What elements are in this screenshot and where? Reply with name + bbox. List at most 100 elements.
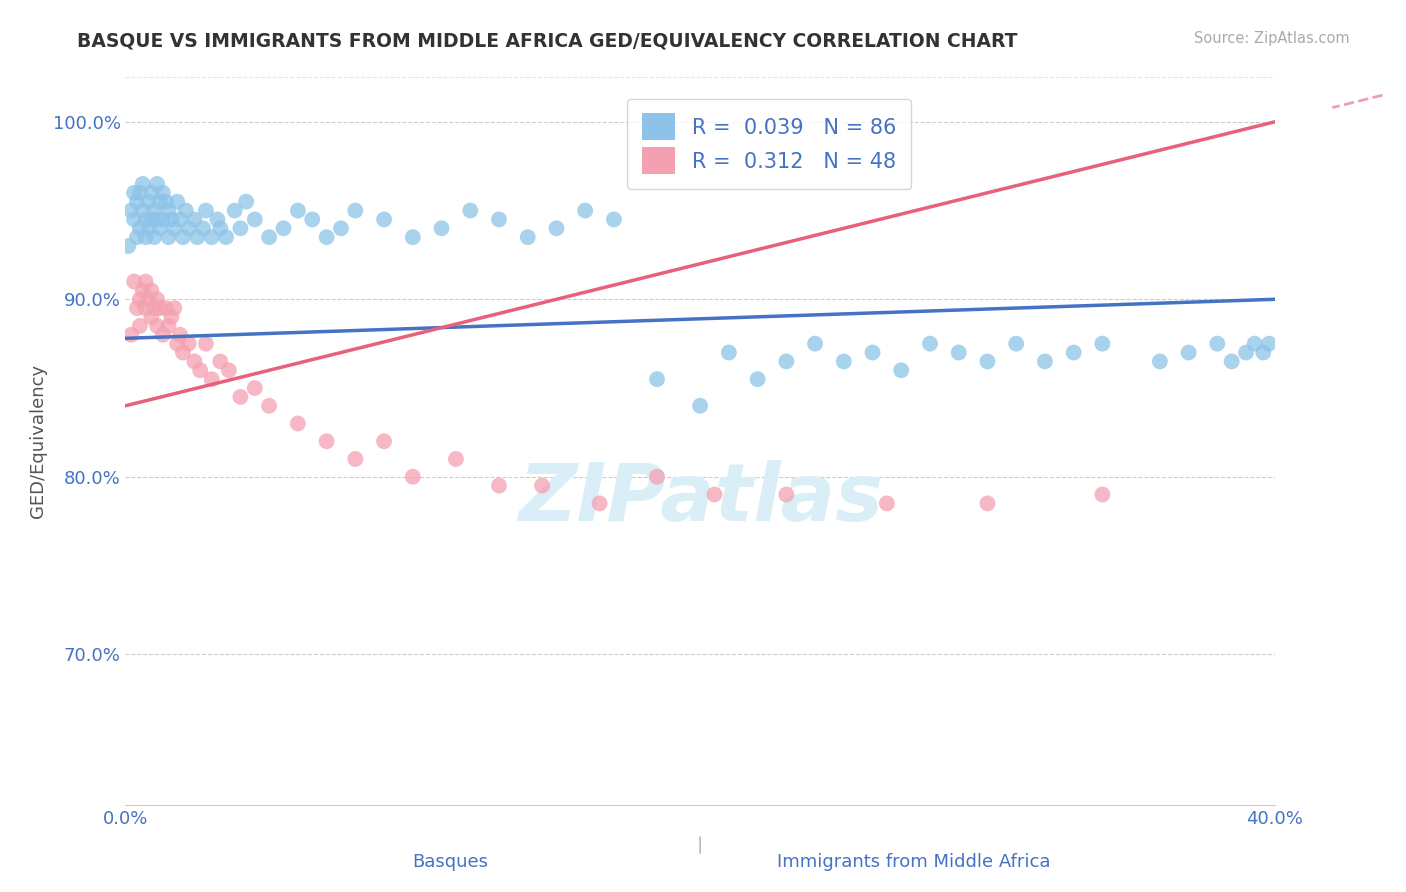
Point	[201, 230, 224, 244]
Point	[976, 496, 998, 510]
Text: Basques: Basques	[412, 853, 488, 871]
Point	[152, 327, 174, 342]
Point	[157, 230, 180, 244]
Point	[135, 275, 157, 289]
Point	[1220, 354, 1243, 368]
Point	[588, 496, 610, 510]
Point	[194, 203, 217, 218]
Point	[157, 318, 180, 333]
Point	[832, 354, 855, 368]
Point	[141, 310, 163, 324]
Point	[186, 230, 208, 244]
Point	[775, 487, 797, 501]
Point	[141, 212, 163, 227]
Point	[135, 230, 157, 244]
Point	[918, 336, 941, 351]
Point	[201, 372, 224, 386]
Point	[141, 186, 163, 200]
Point	[747, 372, 769, 386]
Point	[273, 221, 295, 235]
Point	[1253, 345, 1275, 359]
Point	[152, 212, 174, 227]
Point	[146, 212, 169, 227]
Point	[138, 194, 160, 209]
Point	[603, 212, 626, 227]
Point	[218, 363, 240, 377]
Point	[645, 372, 668, 386]
Point	[166, 336, 188, 351]
Point	[122, 186, 145, 200]
Point	[1091, 487, 1114, 501]
Point	[135, 212, 157, 227]
Text: BASQUE VS IMMIGRANTS FROM MIDDLE AFRICA GED/EQUIVALENCY CORRELATION CHART: BASQUE VS IMMIGRANTS FROM MIDDLE AFRICA …	[77, 31, 1018, 50]
Point	[890, 363, 912, 377]
Point	[183, 354, 205, 368]
Point	[132, 284, 155, 298]
Point	[143, 203, 166, 218]
Point	[141, 284, 163, 298]
Legend: R =  0.039   N = 86, R =  0.312   N = 48: R = 0.039 N = 86, R = 0.312 N = 48	[627, 99, 911, 189]
Point	[120, 327, 142, 342]
Y-axis label: GED/Equivalency: GED/Equivalency	[30, 364, 46, 518]
Point	[149, 221, 172, 235]
Point	[149, 301, 172, 315]
Point	[1091, 336, 1114, 351]
Point	[163, 301, 186, 315]
Point	[191, 221, 214, 235]
Point	[257, 399, 280, 413]
Point	[330, 221, 353, 235]
Point	[125, 230, 148, 244]
Point	[976, 354, 998, 368]
Point	[122, 212, 145, 227]
Point	[1005, 336, 1028, 351]
Point	[146, 177, 169, 191]
Point	[344, 203, 367, 218]
Point	[689, 399, 711, 413]
Point	[125, 301, 148, 315]
Point	[876, 496, 898, 510]
Text: Source: ZipAtlas.com: Source: ZipAtlas.com	[1194, 31, 1350, 46]
Point	[488, 478, 510, 492]
Point	[128, 186, 150, 200]
Point	[194, 336, 217, 351]
Point	[172, 230, 194, 244]
Point	[177, 336, 200, 351]
Text: ZIPatlas: ZIPatlas	[517, 460, 883, 539]
Point	[157, 203, 180, 218]
Point	[152, 186, 174, 200]
Point	[344, 452, 367, 467]
Point	[373, 212, 395, 227]
Point	[122, 275, 145, 289]
Point	[1234, 345, 1257, 359]
Point	[155, 194, 177, 209]
Point	[287, 203, 309, 218]
Point	[169, 327, 191, 342]
Point	[488, 212, 510, 227]
Point	[717, 345, 740, 359]
Point	[146, 318, 169, 333]
Point	[430, 221, 453, 235]
Point	[128, 318, 150, 333]
Point	[146, 293, 169, 307]
Point	[301, 212, 323, 227]
Point	[287, 417, 309, 431]
Point	[166, 194, 188, 209]
Point	[775, 354, 797, 368]
Point	[862, 345, 884, 359]
Point	[458, 203, 481, 218]
Point	[135, 301, 157, 315]
Point	[257, 230, 280, 244]
Point	[174, 203, 197, 218]
Point	[574, 203, 596, 218]
Point	[177, 221, 200, 235]
Point	[183, 212, 205, 227]
Point	[1206, 336, 1229, 351]
Point	[209, 221, 232, 235]
Point	[132, 203, 155, 218]
Point	[703, 487, 725, 501]
Point	[804, 336, 827, 351]
Point	[315, 230, 337, 244]
Point	[1177, 345, 1199, 359]
Point	[160, 310, 183, 324]
Point	[188, 363, 211, 377]
